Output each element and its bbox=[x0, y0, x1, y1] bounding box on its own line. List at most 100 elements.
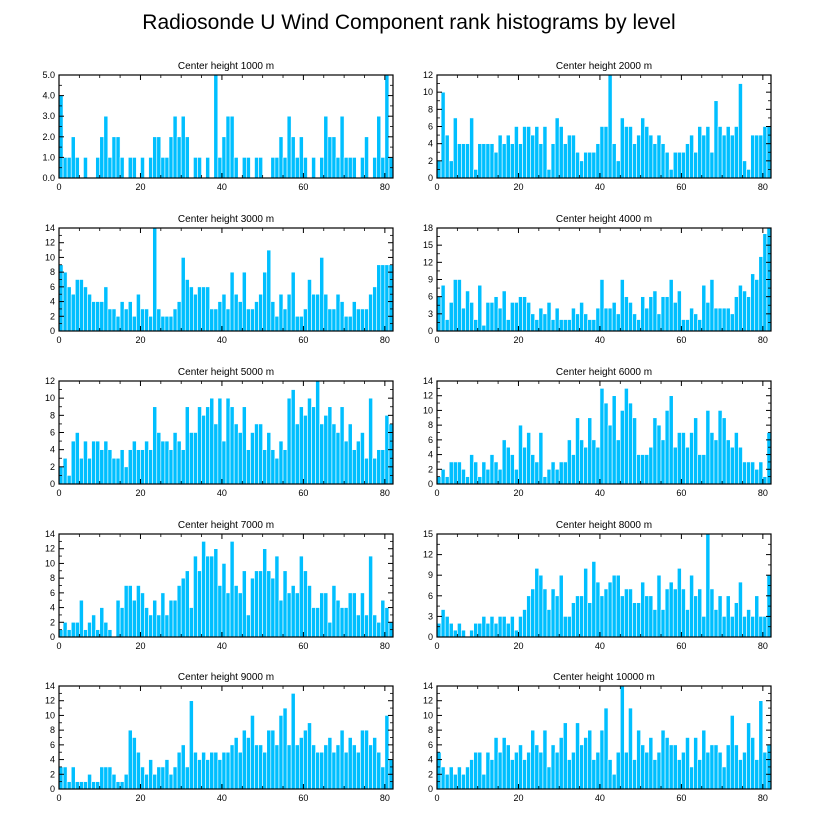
histogram-bar bbox=[79, 599, 84, 638]
histogram-bar bbox=[685, 737, 690, 790]
x-tick-label: 20 bbox=[513, 641, 523, 651]
histogram-bar bbox=[339, 115, 345, 179]
histogram-bar bbox=[307, 397, 312, 485]
histogram-bar bbox=[652, 609, 658, 638]
histogram-bar bbox=[624, 388, 629, 485]
histogram-bar bbox=[140, 308, 145, 332]
histogram-bar bbox=[164, 440, 170, 485]
histogram-bar bbox=[83, 286, 88, 332]
y-tick-label: 4 bbox=[50, 603, 55, 613]
histogram-bar bbox=[750, 737, 756, 790]
histogram-bar bbox=[701, 454, 707, 485]
histogram-bar bbox=[343, 157, 349, 179]
histogram-bar bbox=[729, 616, 735, 638]
histogram-bar bbox=[278, 293, 284, 332]
histogram-bar bbox=[473, 461, 479, 485]
y-tick-label: 0 bbox=[428, 632, 433, 642]
histogram-bar bbox=[168, 136, 174, 179]
histogram-bar bbox=[583, 313, 589, 332]
y-tick-label: 2 bbox=[50, 617, 55, 627]
histogram-bar bbox=[558, 319, 564, 332]
histogram-bar bbox=[579, 302, 584, 332]
x-tick-label: 20 bbox=[513, 335, 523, 345]
histogram-bar bbox=[172, 308, 178, 332]
histogram-bar bbox=[87, 457, 92, 485]
histogram-bar bbox=[742, 461, 747, 485]
histogram-bar bbox=[254, 744, 259, 790]
x-tick-label: 80 bbox=[380, 793, 390, 803]
histogram-bar bbox=[628, 302, 633, 332]
histogram-bar bbox=[119, 157, 125, 179]
y-tick-label: 14 bbox=[423, 681, 433, 691]
histogram-bar bbox=[738, 759, 743, 790]
histogram-bar bbox=[303, 157, 308, 179]
histogram-bar bbox=[99, 136, 105, 179]
histogram-bar bbox=[477, 476, 483, 485]
histogram-bar bbox=[758, 134, 764, 179]
histogram-bar bbox=[299, 406, 304, 485]
histogram-bar bbox=[493, 151, 499, 179]
y-tick-label: 10 bbox=[45, 710, 55, 720]
histogram-bar bbox=[221, 136, 227, 179]
histogram-bar bbox=[652, 759, 658, 790]
histogram-bar bbox=[575, 151, 580, 179]
histogram-bar bbox=[595, 143, 601, 179]
histogram-bar bbox=[103, 621, 109, 638]
histogram-bar bbox=[119, 449, 125, 485]
histogram-bar bbox=[583, 568, 589, 638]
y-tick-label: 10 bbox=[45, 393, 55, 403]
histogram-bar bbox=[360, 432, 365, 485]
histogram-bar bbox=[672, 588, 678, 638]
histogram-bar bbox=[241, 729, 247, 790]
histogram-bar bbox=[705, 126, 711, 179]
histogram-bar bbox=[648, 296, 654, 332]
x-tick-label: 60 bbox=[298, 793, 308, 803]
histogram-bar bbox=[709, 432, 715, 485]
panel-title: Center height 4000 m bbox=[556, 214, 652, 225]
histogram-bar bbox=[294, 157, 300, 179]
histogram-bar bbox=[172, 115, 178, 179]
histogram-bar bbox=[473, 751, 479, 790]
histogram-bar bbox=[331, 423, 337, 485]
histogram-bar bbox=[697, 759, 703, 790]
histogram-bar bbox=[457, 279, 462, 332]
y-tick-label: 0 bbox=[428, 479, 433, 489]
histogram-bar bbox=[758, 616, 764, 638]
y-tick-label: 12 bbox=[45, 238, 55, 248]
histogram-bar bbox=[619, 595, 625, 638]
histogram-bar bbox=[681, 151, 686, 179]
histogram-bar bbox=[701, 134, 707, 179]
histogram-bar bbox=[636, 134, 641, 179]
histogram-bar bbox=[83, 440, 88, 485]
histogram-bar bbox=[489, 759, 495, 790]
histogram-bar bbox=[693, 417, 698, 485]
y-tick-label: 14 bbox=[45, 681, 55, 691]
histogram-bar bbox=[311, 157, 316, 179]
histogram-bar bbox=[619, 279, 625, 332]
histogram-bar bbox=[501, 737, 507, 790]
histogram-bar bbox=[152, 406, 158, 485]
histogram-bar bbox=[209, 751, 215, 790]
histogram-bar bbox=[689, 574, 694, 638]
histogram-bar bbox=[164, 157, 170, 179]
histogram-bar bbox=[664, 410, 670, 485]
histogram-bar bbox=[388, 264, 394, 332]
histogram-bar bbox=[148, 449, 153, 485]
histogram-bar bbox=[140, 592, 145, 638]
histogram-bar bbox=[652, 417, 658, 485]
histogram-bar bbox=[364, 614, 369, 638]
histogram-bar bbox=[274, 555, 280, 638]
histogram-bar bbox=[510, 454, 515, 485]
histogram-bar bbox=[168, 449, 174, 485]
histogram-bar bbox=[339, 729, 345, 790]
histogram-bar bbox=[436, 751, 442, 790]
histogram-bar bbox=[550, 461, 556, 485]
histogram-bar bbox=[201, 751, 206, 790]
histogram-bar bbox=[241, 570, 247, 638]
histogram-bar bbox=[136, 449, 141, 485]
x-tick-label: 60 bbox=[676, 182, 686, 192]
histogram-bar bbox=[258, 423, 263, 485]
histogram-bar bbox=[343, 440, 349, 485]
histogram-bar bbox=[62, 157, 68, 179]
histogram-bar bbox=[237, 751, 243, 790]
